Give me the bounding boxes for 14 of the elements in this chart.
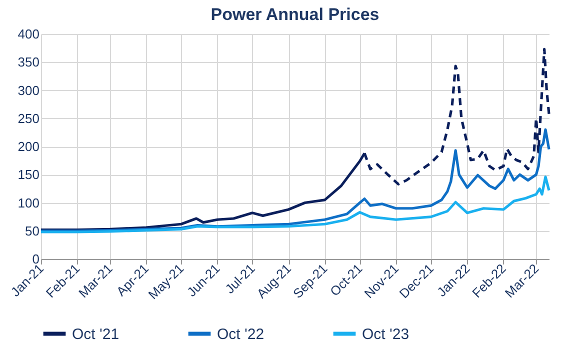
y-tick-label: 150 [18, 167, 40, 182]
y-tick-label: 400 [18, 26, 40, 42]
y-tick-label: 200 [18, 139, 40, 154]
legend-label: Oct '21 [72, 326, 120, 343]
y-tick-label: 100 [18, 195, 40, 210]
legend-label: Oct '22 [217, 326, 264, 343]
y-tick-label: 0 [32, 252, 40, 266]
legend-label: Oct '23 [362, 326, 410, 343]
line-series [40, 176, 550, 234]
y-tick-label: 350 [18, 54, 40, 70]
y-tick-label: 50 [25, 223, 40, 238]
chart-title: Power Annual Prices [210, 5, 380, 24]
y-tick-label: 250 [18, 110, 40, 126]
y-tick-label: 300 [18, 82, 40, 98]
